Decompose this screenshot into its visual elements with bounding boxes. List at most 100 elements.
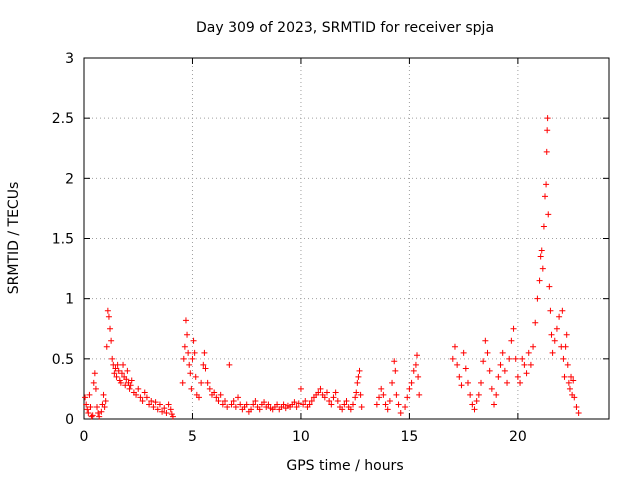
- data-point: [291, 399, 298, 406]
- data-point: [152, 399, 159, 406]
- data-point: [198, 379, 205, 386]
- data-point: [464, 379, 471, 386]
- data-point: [380, 391, 387, 398]
- data-point: [295, 400, 302, 407]
- data-point: [202, 365, 209, 372]
- data-point: [506, 355, 513, 362]
- data-point: [256, 406, 263, 413]
- data-point: [211, 389, 218, 396]
- data-point: [230, 397, 237, 404]
- data-point: [215, 397, 222, 404]
- data-point: [185, 349, 192, 356]
- x-tick-label: 0: [80, 429, 89, 445]
- data-point: [544, 115, 551, 122]
- y-tick-label: 2: [65, 171, 74, 187]
- data-point: [100, 391, 107, 398]
- data-point: [280, 401, 287, 408]
- data-point: [85, 409, 92, 416]
- data-point: [402, 403, 409, 410]
- data-point: [568, 373, 575, 380]
- data-point: [148, 397, 155, 404]
- data-point: [395, 401, 402, 408]
- data-point: [87, 403, 94, 410]
- data-point: [357, 391, 364, 398]
- data-point: [551, 337, 558, 344]
- data-point: [449, 355, 456, 362]
- data-point: [317, 385, 324, 392]
- data-point: [462, 365, 469, 372]
- data-point: [167, 406, 174, 413]
- data-point: [217, 391, 224, 398]
- data-point: [179, 379, 186, 386]
- data-point: [154, 406, 161, 413]
- data-point: [133, 391, 140, 398]
- data-point: [384, 406, 391, 413]
- data-point: [553, 325, 560, 332]
- chart-title: Day 309 of 2023, SRMTID for receiver spj…: [196, 20, 494, 36]
- data-point: [219, 401, 226, 408]
- data-point: [243, 401, 250, 408]
- data-point: [182, 317, 189, 324]
- data-point: [274, 401, 281, 408]
- data-point: [354, 379, 361, 386]
- data-point: [195, 394, 202, 401]
- data-point: [192, 373, 199, 380]
- y-tick-label: 1: [65, 292, 74, 308]
- data-point: [456, 373, 463, 380]
- data-point: [105, 313, 112, 320]
- data-point: [514, 373, 521, 380]
- data-point: [190, 337, 197, 344]
- axis-ticks: 0 0.5 1 1.5 2 2.5 3 0 5 10 15 20: [52, 51, 609, 445]
- data-point: [102, 397, 109, 404]
- data-point: [504, 379, 511, 386]
- data-point: [300, 401, 307, 408]
- data-point: [376, 394, 383, 401]
- data-point: [88, 413, 95, 420]
- data-point: [189, 355, 196, 362]
- data-point: [109, 355, 116, 362]
- data-point: [508, 337, 515, 344]
- data-point: [488, 385, 495, 392]
- data-point: [575, 409, 582, 416]
- data-point: [113, 373, 120, 380]
- data-point: [556, 313, 563, 320]
- data-point: [232, 403, 239, 410]
- data-point: [188, 385, 195, 392]
- data-point: [315, 389, 322, 396]
- data-point: [204, 379, 211, 386]
- y-tick-label: 2.5: [52, 111, 74, 127]
- data-point: [521, 361, 528, 368]
- data-point: [570, 377, 577, 384]
- data-point: [530, 343, 537, 350]
- data-point: [248, 406, 255, 413]
- data-point: [547, 307, 554, 314]
- data-point: [406, 385, 413, 392]
- data-point: [222, 397, 229, 404]
- data-point: [561, 373, 568, 380]
- x-tick-label: 15: [400, 429, 418, 445]
- data-point: [391, 358, 398, 365]
- data-point: [469, 401, 476, 408]
- data-point: [137, 394, 144, 401]
- data-point: [339, 406, 346, 413]
- y-axis-label: SRMTID / TECUs: [6, 182, 22, 295]
- data-point: [326, 397, 333, 404]
- y-tick-label: 3: [65, 51, 74, 67]
- data-point: [358, 403, 365, 410]
- x-tick-label: 20: [509, 429, 527, 445]
- data-point: [127, 382, 134, 389]
- data-point: [544, 127, 551, 134]
- data-point: [539, 265, 546, 272]
- data-point: [114, 361, 121, 368]
- data-point: [181, 343, 188, 350]
- data-point: [90, 379, 97, 386]
- data-point: [139, 397, 146, 404]
- data-point: [143, 394, 150, 401]
- data-point: [297, 385, 304, 392]
- data-point: [124, 367, 131, 374]
- data-point: [534, 295, 541, 302]
- data-point: [566, 385, 573, 392]
- data-point: [410, 367, 417, 374]
- data-point: [169, 413, 176, 420]
